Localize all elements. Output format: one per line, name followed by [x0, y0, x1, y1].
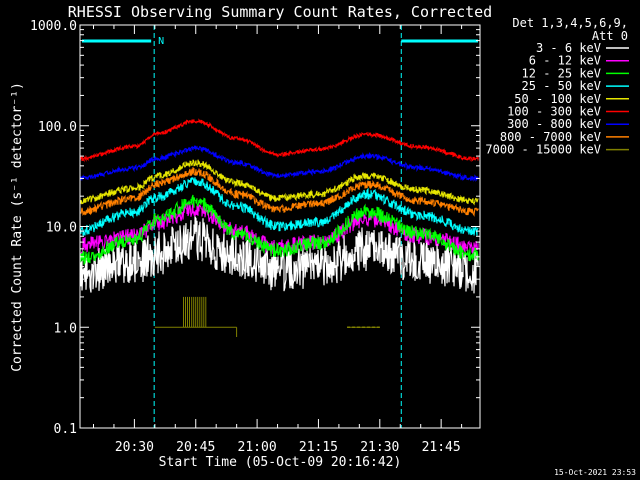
- y-axis-label: Corrected Count Rate (s⁻¹ detector⁻¹): [10, 82, 25, 372]
- series-line-300-800-kev: [80, 145, 479, 182]
- plot-series: [80, 118, 479, 337]
- legend-header-line-2: Att 0: [592, 29, 628, 43]
- x-tick-label: 20:30: [115, 440, 154, 455]
- y-tick-label: 10.0: [46, 221, 77, 236]
- y-tick-label: 100.0: [38, 120, 77, 135]
- series-line-12-25-kev: [80, 194, 479, 265]
- x-tick-label: 21:00: [238, 440, 277, 455]
- legend-label: 100 - 300 keV: [507, 105, 601, 119]
- legend-label: 6 - 12 keV: [529, 54, 601, 68]
- y-tick-label: 0.1: [54, 422, 77, 437]
- series-line-800-7000-kev: [80, 166, 479, 217]
- generation-timestamp: 15-Oct-2021 23:53: [554, 468, 636, 477]
- legend-label: 25 - 50 keV: [522, 79, 601, 93]
- legend-label: 50 - 100 keV: [514, 92, 601, 106]
- chart-title: RHESSI Observing Summary Count Rates, Co…: [68, 3, 492, 21]
- x-tick-label: 21:30: [360, 440, 399, 455]
- legend-label: 300 - 800 keV: [507, 117, 601, 131]
- x-tick-label: 21:45: [422, 440, 461, 455]
- x-tick-label: 21:15: [299, 440, 338, 455]
- legend-label: 7000 - 15000 keV: [485, 143, 601, 157]
- legend-header-line-1: Det 1,3,4,5,6,9,: [512, 16, 628, 30]
- x-axis: 20:30 20:45 21:00 21:15 21:30 21:45: [92, 25, 463, 455]
- legend-label: 3 - 6 keV: [536, 41, 601, 55]
- y-tick-label: 1000.0: [30, 19, 77, 34]
- series-line-25-50-kev: [80, 177, 479, 236]
- night-flag-label: N: [158, 36, 164, 47]
- series-line-100-300-kev: [80, 118, 479, 163]
- series-line-3-6-kev: [80, 214, 479, 294]
- y-tick-label: 1.0: [54, 321, 77, 336]
- x-tick-label: 20:45: [176, 440, 215, 455]
- y-axis: 0.1 1.0 10.0 100.0 1000.0: [30, 19, 480, 437]
- x-axis-label: Start Time (05-Oct-09 20:16:42): [159, 455, 402, 470]
- series-line-50-100-kev: [80, 159, 479, 206]
- legend-label: 800 - 7000 keV: [500, 130, 601, 144]
- legend-label: 12 - 25 keV: [522, 66, 601, 80]
